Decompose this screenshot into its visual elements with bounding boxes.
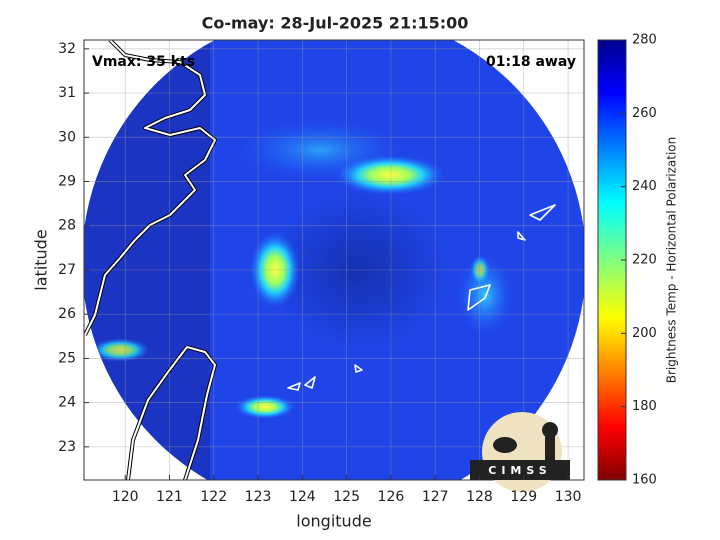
y-tick-label: 28 bbox=[58, 218, 76, 234]
axes-frame bbox=[83, 39, 585, 481]
x-tick-label: 127 bbox=[422, 489, 449, 505]
vmax-annotation: Vmax: 35 kts bbox=[92, 54, 195, 70]
y-axis-label: latitude bbox=[32, 229, 51, 290]
x-tick-label: 125 bbox=[333, 489, 360, 505]
colorbar-label: Brightness Temp - Horizontal Polarizatio… bbox=[665, 137, 679, 384]
x-tick-label: 128 bbox=[466, 489, 493, 505]
x-tick-label: 129 bbox=[510, 489, 537, 505]
x-tick-label: 121 bbox=[156, 489, 183, 505]
colorbar-tick-label: 180 bbox=[632, 399, 657, 414]
colorbar-tick-label: 240 bbox=[632, 179, 657, 194]
x-tick-label: 123 bbox=[245, 489, 272, 505]
y-tick-label: 26 bbox=[58, 306, 76, 322]
colorbar-tick-label: 200 bbox=[632, 326, 657, 341]
x-tick-label: 124 bbox=[289, 489, 316, 505]
imagery bbox=[84, 40, 584, 480]
colorbar-tick-label: 280 bbox=[632, 33, 657, 48]
x-axis-label: longitude bbox=[296, 512, 371, 531]
time-annotation: 01:18 away bbox=[486, 54, 576, 70]
x-tick-label: 120 bbox=[112, 489, 139, 505]
x-tick-label: 122 bbox=[200, 489, 227, 505]
y-tick-label: 32 bbox=[58, 41, 76, 57]
grid bbox=[84, 40, 584, 480]
colorbar-tick-label: 160 bbox=[632, 473, 657, 488]
y-tick-label: 27 bbox=[58, 262, 76, 278]
y-tick-label: 31 bbox=[58, 85, 76, 101]
colorbar-tick-label: 220 bbox=[632, 253, 657, 268]
y-tick-label: 24 bbox=[58, 395, 76, 411]
x-tick-label: 126 bbox=[378, 489, 405, 505]
logo: CIMSS bbox=[470, 412, 570, 492]
logo-text: CIMSS bbox=[488, 464, 551, 477]
colorbar-tick-label: 260 bbox=[632, 106, 657, 121]
y-tick-label: 29 bbox=[58, 174, 76, 190]
y-tick-label: 23 bbox=[58, 439, 76, 455]
x-tick-label: 130 bbox=[555, 489, 582, 505]
y-tick-label: 30 bbox=[58, 129, 76, 145]
y-tick-label: 25 bbox=[58, 350, 76, 366]
map-title: Co-may: 28-Jul-2025 21:15:00 bbox=[202, 14, 469, 33]
